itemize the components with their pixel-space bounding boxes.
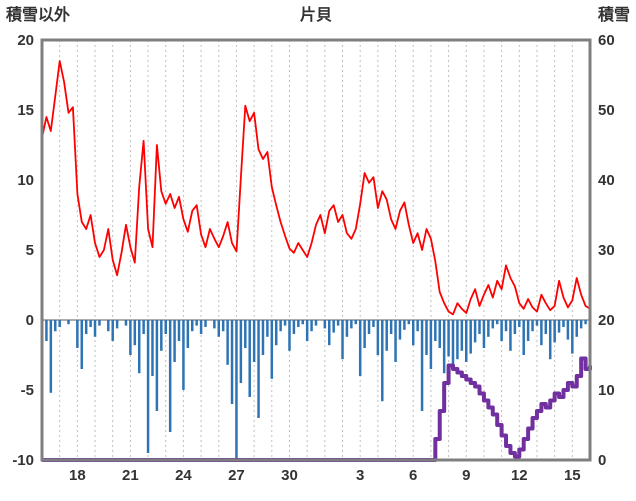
svg-text:24: 24 xyxy=(175,467,192,484)
svg-text:20: 20 xyxy=(17,32,34,49)
svg-text:15: 15 xyxy=(564,467,581,484)
svg-text:3: 3 xyxy=(356,467,364,484)
svg-text:-10: -10 xyxy=(12,452,34,469)
svg-text:20: 20 xyxy=(598,312,615,329)
svg-text:0: 0 xyxy=(598,452,606,469)
svg-text:10: 10 xyxy=(598,382,615,399)
left-axis-ticks: 20 15 10 5 0 -5 -10 xyxy=(12,32,34,469)
svg-text:18: 18 xyxy=(69,467,86,484)
x-axis-ticks: 18 21 24 27 30 3 6 9 12 15 xyxy=(69,467,581,484)
chart-title: 片貝 xyxy=(299,7,332,24)
svg-text:0: 0 xyxy=(26,312,34,329)
svg-text:30: 30 xyxy=(598,242,615,259)
svg-text:21: 21 xyxy=(122,467,139,484)
svg-text:-5: -5 xyxy=(21,382,34,399)
right-axis-ticks: 60 50 40 30 20 10 0 xyxy=(598,32,615,469)
precip-bars xyxy=(45,320,592,460)
svg-text:40: 40 xyxy=(598,172,615,189)
svg-text:5: 5 xyxy=(26,242,34,259)
svg-text:10: 10 xyxy=(17,172,34,189)
svg-text:30: 30 xyxy=(281,467,298,484)
svg-text:12: 12 xyxy=(511,467,528,484)
plot-frame xyxy=(40,38,592,462)
svg-text:9: 9 xyxy=(462,467,470,484)
gridlines xyxy=(59,40,573,460)
left-axis-title: 積雪以外 xyxy=(6,7,71,24)
svg-text:6: 6 xyxy=(409,467,417,484)
temperature-line xyxy=(41,60,591,316)
svg-text:50: 50 xyxy=(598,102,615,119)
svg-text:27: 27 xyxy=(228,467,245,484)
svg-text:60: 60 xyxy=(598,32,615,49)
right-axis-title: 積雪 xyxy=(597,7,630,24)
svg-text:15: 15 xyxy=(17,102,34,119)
snow-depth-line xyxy=(42,356,592,462)
